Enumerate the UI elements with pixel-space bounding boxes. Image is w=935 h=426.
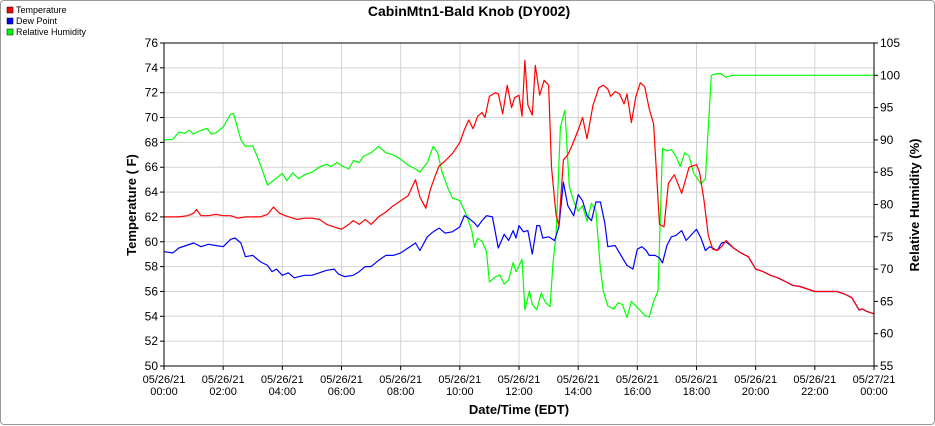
y2-tick-label: 60 xyxy=(880,327,894,341)
y-tick-label: 54 xyxy=(145,309,159,323)
x-tick-date: 05/26/21 xyxy=(320,374,363,386)
x-tick-time: 00:00 xyxy=(860,386,888,398)
y-tick-label: 72 xyxy=(145,86,159,100)
x-tick-date: 05/26/21 xyxy=(557,374,600,386)
y-tick-label: 50 xyxy=(145,359,159,373)
y2-tick-label: 90 xyxy=(880,133,894,147)
x-tick-date: 05/26/21 xyxy=(734,374,777,386)
chart-title: CabinMtn1-Bald Knob (DY002) xyxy=(368,3,570,19)
y2-tick-label: 55 xyxy=(880,359,894,373)
y2-tick-label: 80 xyxy=(880,198,894,212)
y-tick-label: 68 xyxy=(145,135,159,149)
grid xyxy=(164,42,874,367)
legend-label: Temperature xyxy=(16,5,67,15)
x-tick-date: 05/26/21 xyxy=(202,374,245,386)
right-axis-ticks: 55 60 65 70 75 80 85 90 95 100 105 xyxy=(874,36,900,373)
y-axis-label: Temperature ( F) xyxy=(124,154,139,256)
x-axis-ticks: 05/26/2100:0005/26/2102:0005/26/2104:000… xyxy=(143,366,896,398)
x-tick-time: 22:00 xyxy=(801,386,829,398)
legend-label: Dew Point xyxy=(16,16,58,26)
y2-tick-label: 95 xyxy=(880,101,894,115)
y-tick-label: 58 xyxy=(145,260,159,274)
y2-tick-label: 65 xyxy=(880,294,894,308)
x-tick-date: 05/26/21 xyxy=(498,374,541,386)
x-tick-time: 20:00 xyxy=(742,386,770,398)
x-axis-label: Date/Time (EDT) xyxy=(469,402,569,417)
y-tick-label: 60 xyxy=(145,235,159,249)
y-tick-label: 74 xyxy=(145,61,159,75)
series-lines xyxy=(163,59,875,319)
legend-swatch xyxy=(6,6,14,14)
left-axis-ticks: 50 52 54 56 58 60 62 64 66 68 70 72 74 76 xyxy=(145,36,164,373)
x-tick-date: 05/26/21 xyxy=(793,374,836,386)
y2-tick-label: 105 xyxy=(880,36,900,50)
x-tick-time: 12:00 xyxy=(505,386,533,398)
y-tick-label: 56 xyxy=(145,284,159,298)
y2-tick-label: 100 xyxy=(880,68,900,82)
y-tick-label: 64 xyxy=(145,185,159,199)
x-tick-date: 05/27/21 xyxy=(853,374,896,386)
y-tick-label: 66 xyxy=(145,160,159,174)
x-tick-time: 08:00 xyxy=(387,386,415,398)
x-tick-time: 02:00 xyxy=(209,386,237,398)
x-tick-date: 05/26/21 xyxy=(438,374,481,386)
y2-tick-label: 70 xyxy=(880,262,894,276)
series-line-temperature xyxy=(164,59,875,315)
x-tick-time: 16:00 xyxy=(624,386,652,398)
x-tick-date: 05/26/21 xyxy=(143,374,186,386)
x-tick-time: 06:00 xyxy=(328,386,356,398)
x-tick-date: 05/26/21 xyxy=(379,374,422,386)
x-tick-date: 05/26/21 xyxy=(261,374,304,386)
y-tick-label: 76 xyxy=(145,36,159,50)
x-tick-time: 04:00 xyxy=(269,386,297,398)
legend-swatch xyxy=(6,28,14,36)
legend-label: Relative Humidity xyxy=(16,27,87,37)
y-tick-label: 52 xyxy=(145,334,159,348)
y-tick-label: 70 xyxy=(145,111,159,125)
x-tick-time: 10:00 xyxy=(446,386,474,398)
x-tick-date: 05/26/21 xyxy=(675,374,718,386)
y-tick-label: 62 xyxy=(145,210,159,224)
x-tick-time: 14:00 xyxy=(564,386,592,398)
y2-tick-label: 75 xyxy=(880,230,894,244)
x-tick-date: 05/26/21 xyxy=(616,374,659,386)
y2-tick-label: 85 xyxy=(880,165,894,179)
series-line-relative-humidity xyxy=(163,72,874,319)
x-tick-time: 18:00 xyxy=(683,386,711,398)
legend-swatch xyxy=(6,17,14,25)
x-tick-time: 00:00 xyxy=(150,386,178,398)
y2-axis-label: Relative Humidity (%) xyxy=(907,139,922,272)
